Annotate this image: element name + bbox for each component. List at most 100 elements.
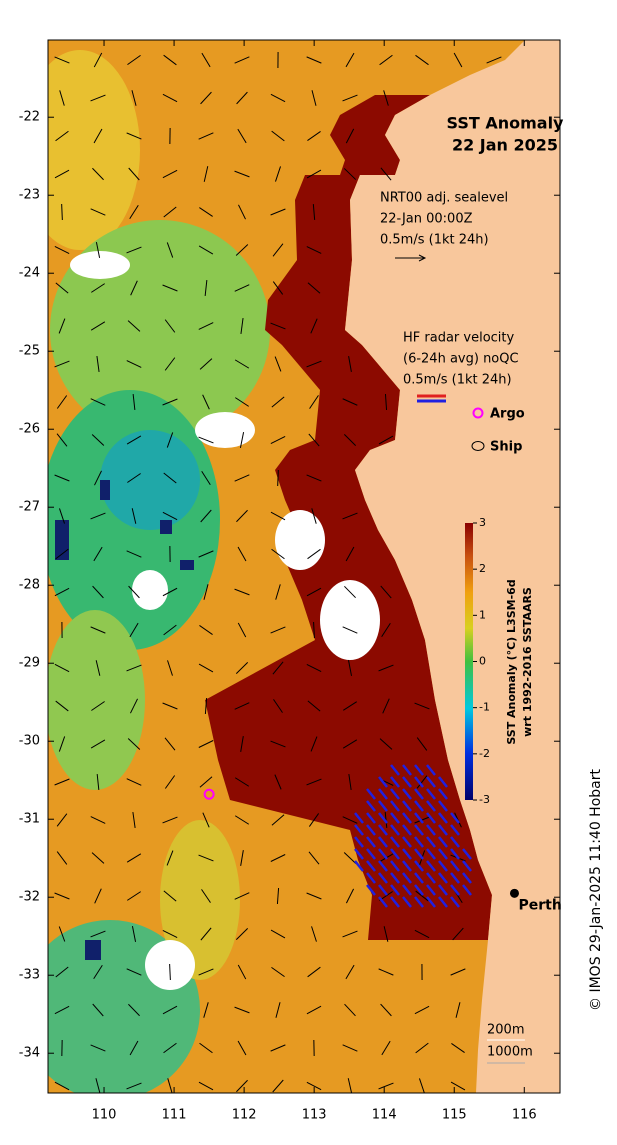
current-arrow	[378, 1082, 394, 1090]
current-arrow	[199, 776, 213, 788]
current-arrow	[163, 890, 177, 902]
current-arrow	[348, 774, 352, 790]
colorbar-tick-label: 3	[479, 516, 486, 529]
current-arrow	[342, 739, 358, 749]
current-arrow	[126, 435, 142, 445]
radar-arrow	[402, 860, 412, 872]
radar-arrow	[366, 788, 376, 800]
colorbar-label: wrt 1992-2016 SSTAARS	[521, 587, 534, 737]
current-arrow	[234, 359, 250, 369]
radar-arrow	[366, 800, 376, 812]
radar-arrow	[462, 872, 472, 884]
current-arrow	[93, 965, 103, 979]
radar-arrow	[378, 884, 388, 896]
current-arrow	[54, 892, 70, 900]
radar-arrow	[366, 848, 376, 860]
current-arrow	[345, 888, 355, 904]
radar-arrow	[426, 872, 436, 884]
sst-patch	[48, 610, 145, 790]
current-arrow	[234, 815, 250, 825]
radar-arrow	[390, 872, 400, 884]
current-arrow	[96, 356, 100, 372]
current-arrow	[95, 242, 101, 258]
current-arrow	[273, 699, 283, 713]
current-arrow	[198, 663, 214, 673]
colorbar-tick-label: -3	[479, 793, 490, 806]
current-arrow	[343, 168, 357, 180]
current-arrow	[199, 358, 213, 370]
legend-text: 0.5m/s (1kt 24h)	[380, 233, 489, 248]
colorbar-tick-label: 2	[479, 562, 486, 575]
current-arrow	[199, 624, 213, 636]
radar-arrow	[450, 860, 460, 872]
current-arrow	[271, 130, 285, 142]
current-arrow	[310, 736, 318, 752]
radar-arrow	[390, 812, 400, 824]
map-frame	[47, 39, 561, 1094]
radar-arrow	[438, 776, 448, 788]
radar-arrow	[426, 848, 436, 860]
radar-arrow	[462, 884, 472, 896]
current-arrow	[379, 54, 393, 66]
current-arrow	[308, 433, 320, 447]
current-arrow	[416, 737, 428, 751]
current-arrow	[92, 585, 104, 599]
current-arrow	[306, 474, 322, 482]
current-arrow	[91, 852, 105, 864]
current-arrow	[198, 132, 214, 140]
radar-arrow	[402, 824, 412, 836]
current-arrow	[58, 926, 66, 942]
legend-text: Argo	[490, 407, 525, 422]
sst-patch	[160, 820, 240, 980]
current-arrow	[198, 322, 214, 330]
current-arrow	[164, 357, 176, 371]
current-arrow	[345, 52, 355, 68]
current-arrow	[93, 52, 103, 68]
radar-arrow	[378, 812, 388, 824]
radar-arrow	[414, 884, 424, 896]
radar-arrow	[378, 836, 388, 848]
radar-arrow	[402, 764, 412, 776]
current-arrow	[306, 1005, 322, 1015]
depth-label: 200m	[487, 1023, 524, 1038]
current-arrow	[132, 393, 136, 411]
current-arrow	[203, 166, 209, 182]
current-arrow	[202, 812, 210, 828]
current-arrow	[93, 546, 103, 562]
current-arrow	[54, 587, 70, 597]
current-arrow	[93, 128, 103, 144]
current-arrow	[162, 816, 178, 824]
radar-arrow	[402, 884, 412, 896]
current-arrow	[270, 435, 286, 445]
current-arrow	[56, 433, 68, 447]
current-arrow	[203, 1002, 209, 1018]
radar-arrow	[414, 860, 424, 872]
current-arrow	[240, 736, 244, 752]
radar-arrow	[366, 860, 376, 872]
land	[345, 40, 560, 1093]
y-tick-label: -31	[19, 812, 40, 827]
radar-arrow	[378, 872, 388, 884]
radar-arrow	[378, 824, 388, 836]
current-vectors	[54, 51, 502, 1093]
y-tick-label: -33	[19, 968, 40, 983]
current-arrow	[236, 91, 248, 105]
radar-arrow	[438, 812, 448, 824]
current-arrow	[414, 702, 430, 710]
current-arrow	[201, 52, 211, 68]
current-arrow	[306, 360, 322, 368]
current-arrow	[236, 1079, 248, 1093]
radar-arrow	[414, 812, 424, 824]
current-arrow	[347, 1078, 353, 1093]
current-arrow	[90, 94, 106, 102]
current-arrow	[270, 854, 286, 862]
radar-arrow	[366, 836, 376, 848]
y-tick-label: -29	[19, 656, 40, 671]
radar-arrow	[378, 896, 388, 908]
current-arrow	[310, 318, 318, 334]
current-arrow	[94, 888, 102, 904]
current-arrow	[126, 853, 142, 863]
radar-arrow	[378, 788, 388, 800]
x-tick-label: 110	[92, 1108, 117, 1123]
